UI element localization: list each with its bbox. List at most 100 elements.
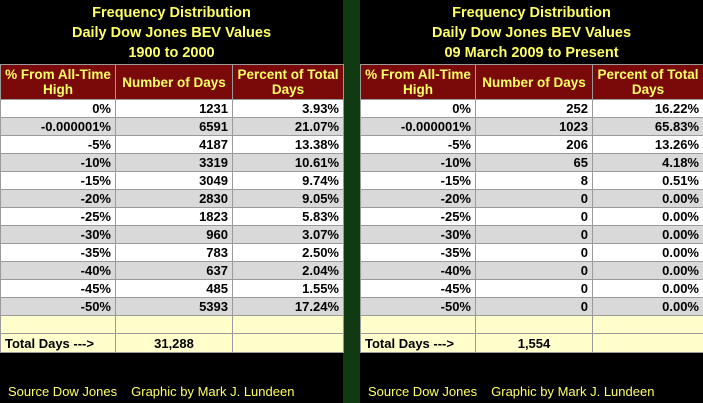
number-of-days-cell: 5393: [115, 297, 233, 316]
percent-of-total-cell: 16.22%: [592, 99, 703, 118]
number-of-days-cell: 8: [475, 171, 593, 190]
percent-of-total-cell: 17.24%: [232, 297, 344, 316]
pct-from-high-cell: -5%: [360, 135, 476, 154]
table-row: -10% 3319 10.61%: [0, 153, 344, 172]
blank-cell: [360, 315, 476, 334]
number-of-days-cell: 637: [115, 261, 233, 280]
number-of-days-cell: 783: [115, 243, 233, 262]
pct-from-high-cell: -10%: [360, 153, 476, 172]
pct-from-high-cell: -15%: [360, 171, 476, 190]
table-row: -0.000001% 6591 21.07%: [0, 117, 344, 136]
total-days-label: Total Days --->: [360, 333, 476, 353]
table-row: -30% 960 3.07%: [0, 225, 344, 244]
total-empty-cell: [592, 333, 703, 353]
blank-row: [360, 315, 703, 334]
blank-row: [0, 315, 344, 334]
pct-from-high-cell: 0%: [360, 99, 476, 118]
pct-from-high-cell: -0.000001%: [0, 117, 116, 136]
left-source-text: Source Dow Jones: [8, 384, 118, 399]
pct-from-high-cell: -5%: [0, 135, 116, 154]
number-of-days-cell: 206: [475, 135, 593, 154]
pct-from-high-cell: -20%: [360, 189, 476, 208]
percent-of-total-cell: 2.04%: [232, 261, 344, 280]
table-row: -15% 8 0.51%: [360, 171, 703, 190]
pct-from-high-cell: -10%: [0, 153, 116, 172]
table-row: -50% 0 0.00%: [360, 297, 703, 316]
blank-cell: [232, 315, 344, 334]
number-of-days-cell: 0: [475, 189, 593, 208]
blank-cell: [115, 315, 233, 334]
right-title-line-1: Frequency Distribution: [452, 5, 611, 21]
table-row: -0.000001% 1023 65.83%: [360, 117, 703, 136]
left-panel: Frequency Distribution Daily Dow Jones B…: [0, 0, 344, 403]
table-row: -20% 2830 9.05%: [0, 189, 344, 208]
number-of-days-cell: 0: [475, 225, 593, 244]
percent-of-total-cell: 0.00%: [592, 279, 703, 298]
percent-of-total-cell: 3.93%: [232, 99, 344, 118]
right-footer: Source Dow Jones Graphic by Mark J. Lunde…: [368, 384, 668, 399]
pct-from-high-cell: -45%: [0, 279, 116, 298]
pct-from-high-cell: -25%: [360, 207, 476, 226]
percent-of-total-cell: 0.00%: [592, 261, 703, 280]
pct-from-high-cell: -35%: [360, 243, 476, 262]
number-of-days-cell: 960: [115, 225, 233, 244]
total-row: Total Days ---> 31,288: [0, 333, 344, 353]
percent-of-total-cell: 4.18%: [592, 153, 703, 172]
header-number-of-days: Number of Days: [475, 64, 593, 100]
pct-from-high-cell: -50%: [360, 297, 476, 316]
right-title-line-3: 09 March 2009 to Present: [444, 45, 619, 61]
pct-from-high-cell: -0.000001%: [360, 117, 476, 136]
pct-from-high-cell: -45%: [360, 279, 476, 298]
total-empty-cell: [232, 333, 344, 353]
pct-from-high-cell: -40%: [360, 261, 476, 280]
pct-from-high-cell: -30%: [360, 225, 476, 244]
header-pct-from-high: % From All-Time High: [0, 64, 116, 100]
percent-of-total-cell: 0.51%: [592, 171, 703, 190]
percent-of-total-cell: 0.00%: [592, 297, 703, 316]
table-row: -35% 783 2.50%: [0, 243, 344, 262]
total-days-label: Total Days --->: [0, 333, 116, 353]
pct-from-high-cell: -20%: [0, 189, 116, 208]
number-of-days-cell: 252: [475, 99, 593, 118]
table-row: -30% 0 0.00%: [360, 225, 703, 244]
percent-of-total-cell: 5.83%: [232, 207, 344, 226]
number-of-days-cell: 1823: [115, 207, 233, 226]
number-of-days-cell: 1023: [475, 117, 593, 136]
table-row: -5% 206 13.26%: [360, 135, 703, 154]
number-of-days-cell: 2830: [115, 189, 233, 208]
number-of-days-cell: 3049: [115, 171, 233, 190]
percent-of-total-cell: 3.07%: [232, 225, 344, 244]
pct-from-high-cell: -30%: [0, 225, 116, 244]
header-percent-of-total: Percent of Total Days: [592, 64, 703, 100]
table-row: -15% 3049 9.74%: [0, 171, 344, 190]
total-row: Total Days ---> 1,554: [360, 333, 703, 353]
table-row: -25% 1823 5.83%: [0, 207, 344, 226]
percent-of-total-cell: 0.00%: [592, 207, 703, 226]
table-row: 0% 1231 3.93%: [0, 99, 344, 118]
table-row: -40% 637 2.04%: [0, 261, 344, 280]
percent-of-total-cell: 9.05%: [232, 189, 344, 208]
header-percent-of-total: Percent of Total Days: [232, 64, 344, 100]
pct-from-high-cell: 0%: [0, 99, 116, 118]
number-of-days-cell: 485: [115, 279, 233, 298]
percent-of-total-cell: 0.00%: [592, 225, 703, 244]
table-row: -50% 5393 17.24%: [0, 297, 344, 316]
percent-of-total-cell: 10.61%: [232, 153, 344, 172]
table-row: -5% 4187 13.38%: [0, 135, 344, 154]
table-row: -40% 0 0.00%: [360, 261, 703, 280]
right-source-text: Source Dow Jones: [368, 384, 478, 399]
right-header-row: % From All-Time High Number of Days Perc…: [360, 64, 703, 100]
number-of-days-cell: 0: [475, 279, 593, 298]
percent-of-total-cell: 0.00%: [592, 243, 703, 262]
left-header-row: % From All-Time High Number of Days Perc…: [0, 64, 344, 100]
left-credit-text: Graphic by Mark J. Lundeen: [131, 384, 295, 399]
blank-cell: [475, 315, 593, 334]
percent-of-total-cell: 0.00%: [592, 189, 703, 208]
total-days-value: 1,554: [475, 333, 593, 353]
left-title-line-3: 1900 to 2000: [128, 45, 215, 61]
left-title-line-2: Daily Dow Jones BEV Values: [71, 25, 272, 41]
table-row: -45% 485 1.55%: [0, 279, 344, 298]
right-panel: Frequency Distribution Daily Dow Jones B…: [360, 0, 703, 403]
right-frequency-table: % From All-Time High Number of Days Perc…: [360, 64, 703, 353]
left-title-line-1: Frequency Distribution: [92, 5, 251, 21]
